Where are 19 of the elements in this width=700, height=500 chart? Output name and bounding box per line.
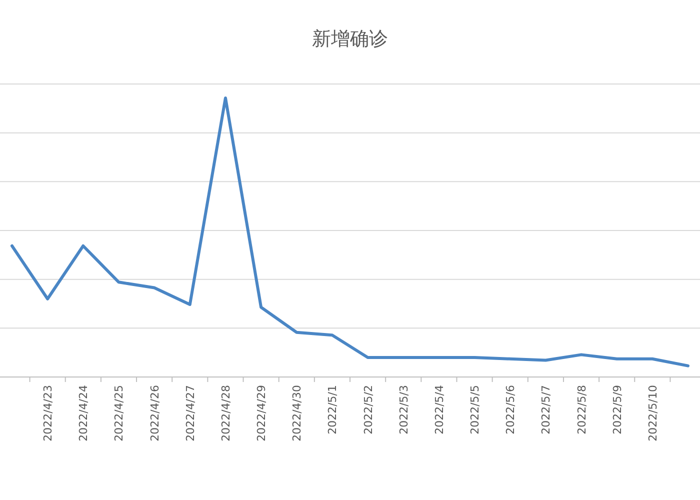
x-tick-label: 2022/5/2 bbox=[362, 385, 375, 434]
x-tick-label: 2022/5/9 bbox=[610, 385, 624, 434]
x-tick-label: 2022/5/3 bbox=[397, 385, 410, 434]
x-tick-label: 2022/4/25 bbox=[112, 385, 126, 442]
x-tick-label: 2022/5/5 bbox=[468, 385, 482, 434]
x-tick-label: 2022/5/10 bbox=[646, 385, 660, 442]
x-tick-label: 2022/5/1 bbox=[326, 385, 340, 434]
x-tick-label: 2022/5/8 bbox=[575, 385, 588, 434]
x-tick-label: 2022/5/6 bbox=[504, 385, 518, 434]
x-tick-label: 2022/4/30 bbox=[290, 385, 304, 442]
x-tick-label: 2022/5/7 bbox=[540, 385, 553, 434]
x-tick-label: 2022/4/26 bbox=[148, 385, 162, 442]
x-tick-label: 2022/4/29 bbox=[255, 385, 268, 442]
x-tick-label: 2022/4/28 bbox=[219, 385, 232, 442]
x-tick-label: 2022/4/23 bbox=[42, 385, 55, 442]
chart-title: 新增确诊 bbox=[312, 28, 388, 50]
x-tick-label: 2022/4/24 bbox=[77, 385, 90, 442]
x-tick-label: 2022/4/27 bbox=[184, 385, 197, 442]
x-tick-label: 2022/5/4 bbox=[432, 385, 446, 434]
